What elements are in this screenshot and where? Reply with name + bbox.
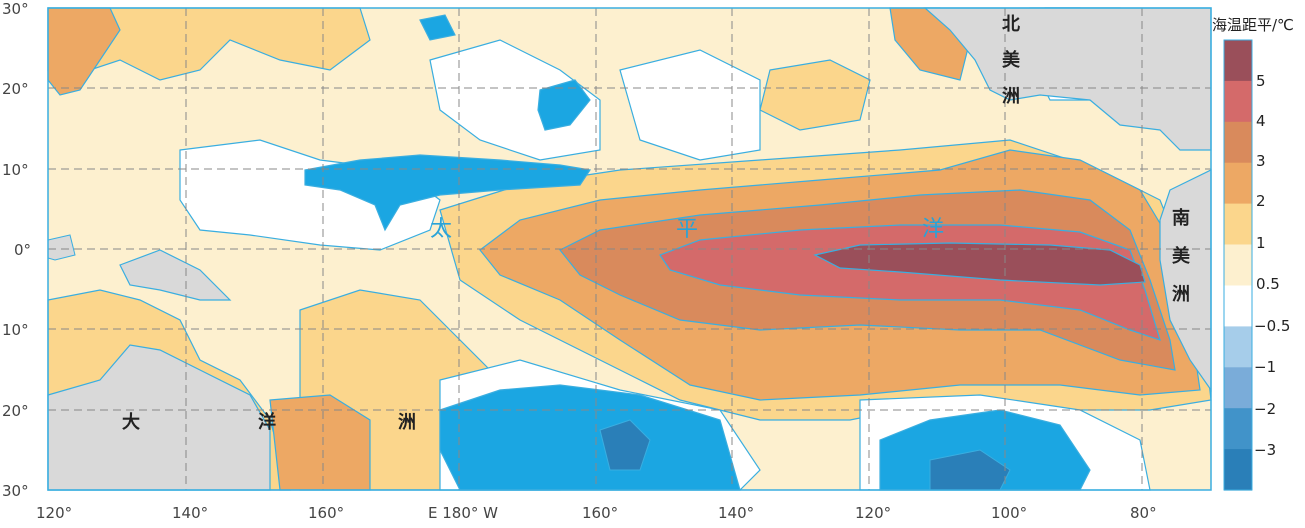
legend-title: 海温距平/℃: [1212, 16, 1294, 34]
north-america-char: 美: [1002, 49, 1020, 71]
legend-tick-label: 1: [1256, 234, 1266, 252]
x-tick-label: 140°: [718, 504, 754, 522]
legend: 海温距平/℃ 5 4 3 2 1 0.5 −0.5 −1 −2 −3: [1212, 16, 1294, 491]
land-new-guinea: [119, 249, 232, 301]
legend-swatch: [1224, 40, 1252, 82]
y-tick-label: 20°: [2, 80, 29, 98]
land-island: [47, 234, 76, 261]
legend-swatch: [1224, 285, 1252, 327]
legend-tick-label: 5: [1256, 72, 1266, 90]
y-tick-label: 0°: [14, 241, 31, 259]
anomaly-region-near-zero: [619, 49, 761, 161]
y-tick-label: 30°: [2, 482, 29, 500]
legend-tick-label: 3: [1256, 152, 1266, 170]
legend-swatch: [1224, 80, 1252, 123]
legend-swatch: [1224, 203, 1252, 246]
legend-swatch: [1224, 367, 1252, 409]
south-america-char: 洲: [1172, 284, 1190, 305]
legend-swatch: [1224, 244, 1252, 286]
legend-swatch: [1224, 408, 1252, 450]
graticule: [48, 8, 1211, 490]
legend-swatch: [1224, 162, 1252, 205]
north-america-char: 北: [1002, 14, 1020, 35]
pacific-ocean-char: 太: [430, 217, 452, 242]
x-tick-label: 120°: [36, 504, 72, 522]
oceania-char: 洲: [398, 412, 416, 433]
legend-tick-label: −1: [1254, 358, 1276, 376]
ocean-labels: 太 平 洋: [430, 217, 944, 242]
legend-colorbar-border: [1223, 39, 1253, 491]
pacific-ocean-char: 洋: [922, 217, 944, 242]
legend-swatch: [1224, 121, 1252, 164]
y-axis: 30° 20° 10° 0° 10° 20° 30°: [2, 0, 31, 500]
legend-tick-label: −3: [1254, 441, 1276, 459]
south-america-char: 美: [1172, 245, 1190, 267]
anomaly-region-cold: [439, 384, 741, 491]
anomaly-region-cold: [419, 14, 456, 41]
x-tick-label: 120°: [855, 504, 891, 522]
anomaly-region-cold-deep: [599, 419, 651, 471]
x-tick-label: 100°: [991, 504, 1027, 522]
anomaly-region-2-3: [47, 7, 121, 96]
x-tick-label: E 180° W: [428, 504, 498, 522]
x-tick-label: 80°: [1130, 504, 1157, 522]
anomaly-region-2-3: [269, 394, 371, 491]
y-tick-label: 10°: [2, 161, 29, 179]
legend-tick-label: 4: [1256, 112, 1266, 130]
anomaly-region-cold: [537, 79, 591, 131]
legend-swatch: [1224, 326, 1252, 368]
legend-tick-label: −2: [1254, 400, 1276, 418]
anomaly-region-cold: [304, 154, 592, 232]
legend-colorbar: [1223, 39, 1253, 491]
legend-swatch: [1224, 449, 1252, 491]
south-america-char: 南: [1172, 207, 1190, 229]
x-tick-label: 160°: [582, 504, 618, 522]
pacific-ocean-char: 平: [676, 217, 698, 242]
y-tick-label: 30°: [2, 0, 29, 18]
legend-tick-label: 2: [1256, 192, 1266, 210]
x-axis: 120° 140° 160° E 180° W 160° 140° 120° 1…: [36, 504, 1157, 522]
x-tick-label: 140°: [172, 504, 208, 522]
x-tick-label: 160°: [308, 504, 344, 522]
y-tick-label: 10°: [2, 321, 29, 339]
y-tick-label: 20°: [2, 402, 29, 420]
continent-labels: 北 美 洲 南 美 洲 大 洋 洲: [122, 14, 1190, 433]
legend-tick-label: −0.5: [1254, 317, 1290, 335]
anomaly-region-near-zero: [429, 39, 601, 161]
legend-tick-label: 0.5: [1256, 275, 1280, 293]
map-border: [47, 7, 1212, 491]
oceania-char: 大: [122, 411, 140, 433]
oceania-char: 洋: [258, 411, 276, 433]
north-america-char: 洲: [1002, 86, 1020, 107]
